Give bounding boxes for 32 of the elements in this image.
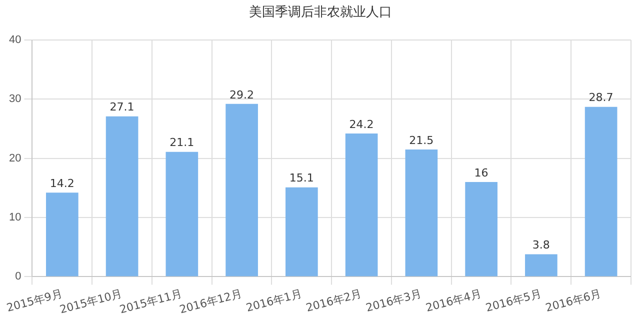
bar [405,149,438,276]
data-label: 14.2 [50,177,74,190]
data-label: 24.2 [349,118,374,131]
chart-title: 美国季调后非农就业人口 [248,4,393,22]
data-label: 28.7 [588,91,614,104]
x-tick-label: 2016年3月 [364,287,423,314]
y-tick-label: 0 [15,270,22,283]
bar [584,106,618,276]
x-tick-label: 2016年5月 [484,287,543,314]
y-tick-label: 40 [8,34,22,46]
bar [106,116,138,276]
bar [46,192,78,276]
bar [166,152,198,276]
data-label: 3.8 [532,238,550,252]
data-label: 27.1 [110,100,134,114]
bar [465,182,498,276]
data-label: 16 [474,166,488,180]
data-label: 21.1 [170,136,194,150]
x-tick-label: 2016年6月 [544,287,603,314]
bar [345,133,378,276]
data-label: 21.5 [409,134,434,147]
data-label: 15.1 [289,172,314,185]
x-tick-label: 2016年4月 [424,287,483,314]
y-tick-label: 20 [8,152,22,164]
bar [525,254,558,276]
y-tick-label: 30 [8,93,22,106]
x-tick-label: 2016年2月 [304,287,364,314]
data-label: 29.2 [230,88,254,102]
x-tick-label: 2016年1月 [244,287,304,314]
bar [286,187,318,276]
bar [226,104,258,276]
y-tick-label: 10 [8,212,22,224]
